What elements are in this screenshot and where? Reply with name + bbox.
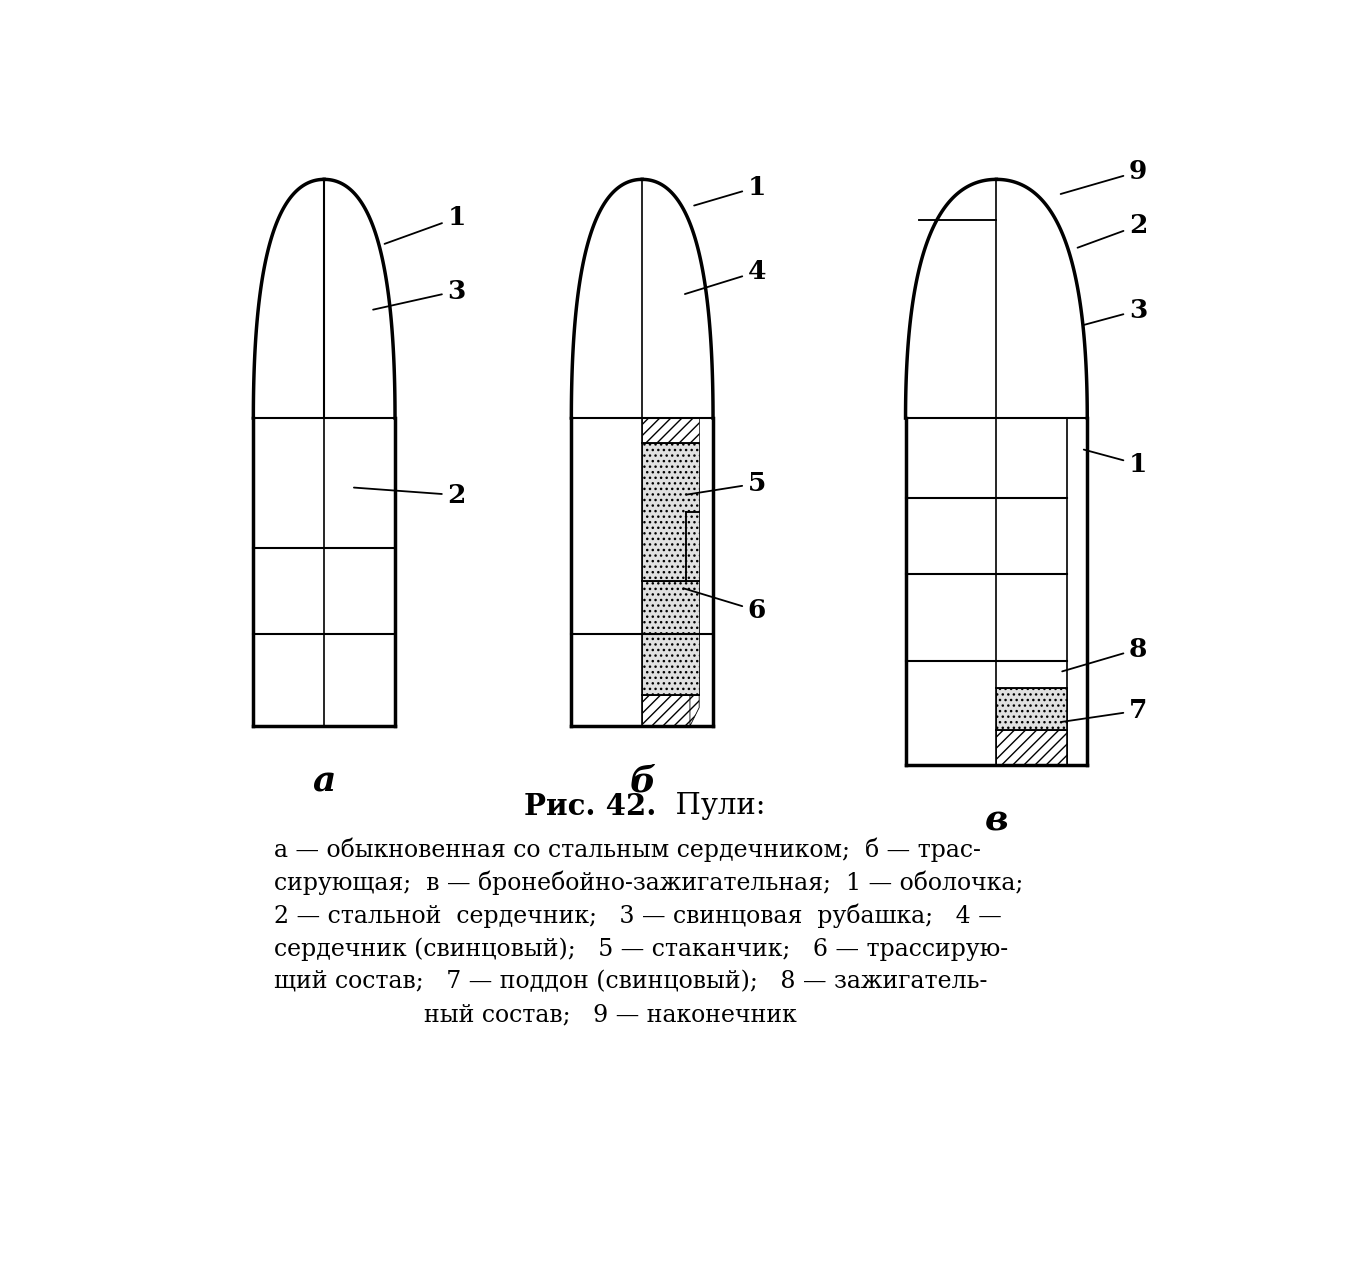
- Text: 8: 8: [1062, 636, 1147, 671]
- Text: 3: 3: [373, 278, 465, 309]
- Text: 2 — стальной  сердечник;   3 — свинцовая  рубашка;   4 —: 2 — стальной сердечник; 3 — свинцовая ру…: [274, 905, 1002, 929]
- Polygon shape: [1067, 418, 1088, 765]
- Text: а: а: [313, 765, 336, 798]
- Text: ный состав;   9 — наконечник: ный состав; 9 — наконечник: [274, 1003, 797, 1026]
- Polygon shape: [254, 180, 394, 726]
- Text: 1: 1: [1084, 449, 1147, 477]
- Polygon shape: [996, 730, 1067, 765]
- Text: 7: 7: [1062, 698, 1147, 724]
- Polygon shape: [996, 180, 1067, 418]
- Polygon shape: [905, 180, 1088, 765]
- Polygon shape: [996, 180, 1088, 418]
- Polygon shape: [642, 581, 699, 695]
- Polygon shape: [642, 418, 699, 443]
- Text: 9: 9: [1061, 159, 1147, 194]
- Text: Пули:: Пули:: [657, 792, 766, 820]
- Text: 2: 2: [354, 482, 465, 508]
- Text: 3: 3: [1084, 298, 1147, 325]
- Polygon shape: [325, 180, 394, 418]
- Text: 4: 4: [685, 259, 766, 294]
- Text: сердечник (свинцовый);   5 — стаканчик;   6 — трассирую-: сердечник (свинцовый); 5 — стаканчик; 6 …: [274, 937, 1009, 961]
- Polygon shape: [325, 180, 394, 418]
- Text: б: б: [629, 765, 655, 798]
- Polygon shape: [642, 443, 699, 581]
- Polygon shape: [572, 180, 713, 726]
- Polygon shape: [642, 695, 689, 726]
- Text: 1: 1: [385, 205, 465, 244]
- Text: а — обыкновенная со стальным сердечником;  б — трас-: а — обыкновенная со стальным сердечником…: [274, 838, 981, 862]
- Polygon shape: [642, 180, 713, 418]
- Text: щий состав;   7 — поддон (свинцовый);   8 — зажигатель-: щий состав; 7 — поддон (свинцовый); 8 — …: [274, 970, 987, 993]
- Polygon shape: [381, 418, 394, 726]
- Polygon shape: [699, 418, 713, 726]
- Text: 6: 6: [684, 589, 766, 624]
- Polygon shape: [689, 695, 699, 726]
- Text: 1: 1: [695, 174, 766, 205]
- Text: 5: 5: [687, 471, 766, 497]
- Text: сирующая;  в — бронебойно-зажигательная;  1 — оболочка;: сирующая; в — бронебойно-зажигательная; …: [274, 871, 1024, 896]
- Text: в: в: [984, 803, 1009, 837]
- Polygon shape: [996, 689, 1067, 730]
- Text: Рис. 42.: Рис. 42.: [524, 792, 657, 821]
- Polygon shape: [642, 180, 713, 418]
- Text: 2: 2: [1077, 213, 1147, 248]
- Polygon shape: [325, 418, 381, 726]
